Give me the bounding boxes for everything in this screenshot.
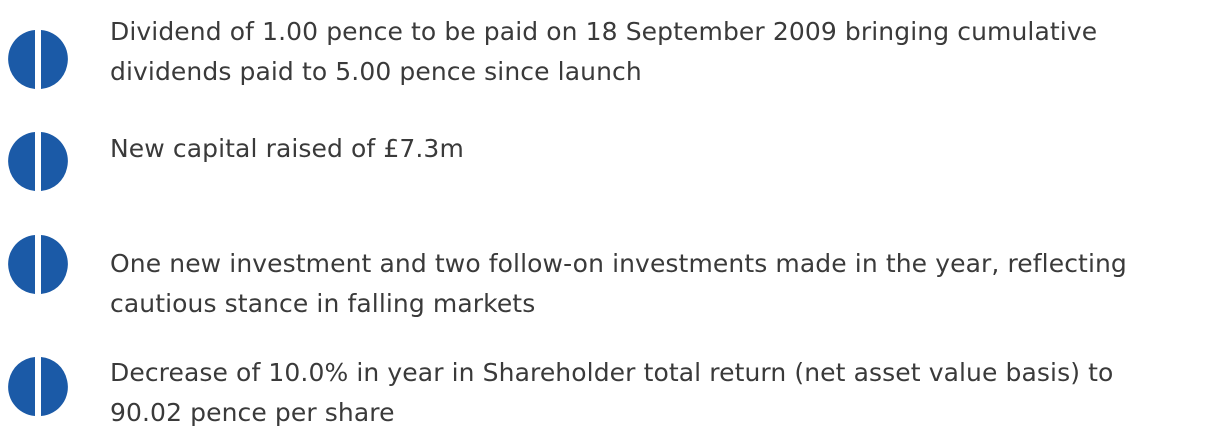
icon-left-half	[8, 357, 35, 416]
item-text-line: Decrease of 10.0% in year in Shareholder…	[110, 358, 1114, 387]
icon-right-half	[41, 30, 68, 89]
icon-right-half	[41, 357, 68, 416]
item-text-line: 90.02 pence per share	[110, 398, 395, 427]
icon-left-half	[8, 235, 35, 294]
item-text-line: dividends paid to 5.00 pence since launc…	[110, 57, 642, 86]
icon-left-half	[8, 30, 35, 89]
item-text-line: New capital raised of £7.3m	[110, 134, 464, 163]
item-text-line: cautious stance in falling markets	[110, 289, 536, 318]
up-icon	[8, 235, 68, 294]
up-icon	[8, 30, 68, 89]
item-text-line: One new investment and two follow-on inv…	[110, 249, 1127, 278]
item-text-line: Dividend of 1.00 pence to be paid on 18 …	[110, 17, 1098, 46]
icon-right-half	[41, 132, 68, 191]
up-icon	[8, 132, 68, 191]
icon-right-half	[41, 235, 68, 294]
down-icon	[8, 357, 68, 416]
icon-left-half	[8, 132, 35, 191]
